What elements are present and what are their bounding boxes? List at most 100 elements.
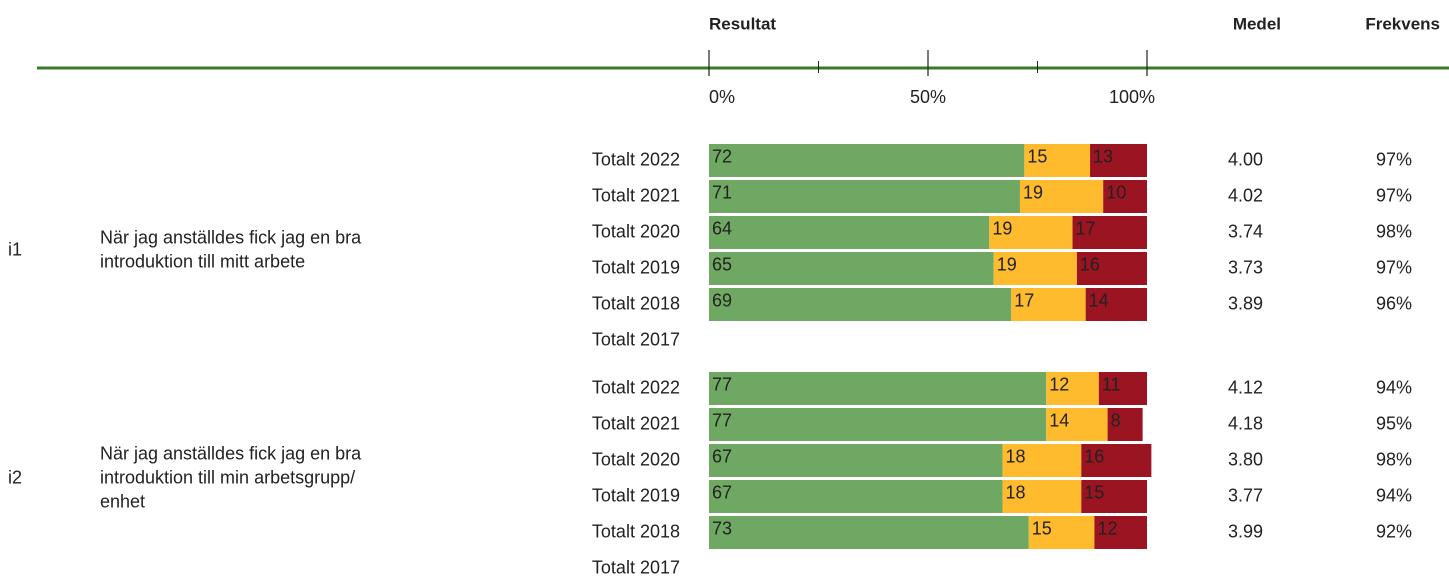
frequency-value: 98% xyxy=(1376,221,1412,241)
bar-segment xyxy=(1081,444,1152,477)
segment-label: 77 xyxy=(712,410,732,430)
bar-segment xyxy=(1094,516,1147,549)
segment-label: 19 xyxy=(992,218,1012,238)
x-tick-label: 50% xyxy=(910,87,946,107)
bar-segment xyxy=(989,216,1073,249)
segment-label: 19 xyxy=(997,254,1017,274)
frequency-value: 95% xyxy=(1376,413,1412,433)
row-label: Totalt 2017 xyxy=(592,557,680,577)
row-label: Totalt 2017 xyxy=(592,329,680,349)
question-text: introduktion till mitt arbete xyxy=(100,251,305,271)
segment-label: 17 xyxy=(1014,290,1034,310)
row-label: Totalt 2020 xyxy=(592,449,680,469)
bar-segment xyxy=(709,408,1047,441)
mean-header: Medel xyxy=(1233,14,1281,33)
segment-label: 18 xyxy=(1005,446,1025,466)
frequency-value: 97% xyxy=(1376,257,1412,277)
mean-value: 4.18 xyxy=(1228,413,1263,433)
bar-segment xyxy=(709,180,1020,213)
segment-label: 10 xyxy=(1106,182,1126,202)
bar-segment xyxy=(1072,216,1147,249)
bar-segment xyxy=(709,516,1029,549)
mean-value: 4.02 xyxy=(1228,185,1263,205)
mean-value: 4.00 xyxy=(1228,149,1263,169)
bar-segment xyxy=(709,252,994,285)
bar-segment xyxy=(1046,408,1108,441)
segment-label: 15 xyxy=(1032,518,1052,538)
bar-segment xyxy=(709,288,1012,321)
frequency-value: 94% xyxy=(1376,377,1412,397)
row-label: Totalt 2022 xyxy=(592,149,680,169)
bar-segment xyxy=(1028,516,1095,549)
bar-segment xyxy=(709,216,990,249)
segment-label: 16 xyxy=(1080,254,1100,274)
segment-label: 13 xyxy=(1093,146,1113,166)
question-text: När jag anställdes fick jag en bra xyxy=(100,227,362,247)
bar-segment xyxy=(1090,144,1147,177)
mean-value: 3.89 xyxy=(1228,293,1263,313)
row-label: Totalt 2019 xyxy=(592,485,680,505)
mean-value: 3.77 xyxy=(1228,485,1263,505)
bar-segment xyxy=(1011,288,1086,321)
segment-label: 65 xyxy=(712,254,732,274)
question-id: i1 xyxy=(8,239,22,259)
row-label: Totalt 2018 xyxy=(592,293,680,313)
segment-label: 69 xyxy=(712,290,732,310)
segment-label: 71 xyxy=(712,182,732,202)
result-header: Resultat xyxy=(709,14,776,33)
row-label: Totalt 2021 xyxy=(592,413,680,433)
segment-label: 67 xyxy=(712,446,732,466)
bar-segment xyxy=(709,480,1003,513)
bar-segment xyxy=(1081,480,1147,513)
x-tick-label: 0% xyxy=(709,87,735,107)
segment-label: 17 xyxy=(1076,218,1096,238)
bar-segment xyxy=(1085,288,1147,321)
segment-label: 15 xyxy=(1027,146,1047,166)
bar-segment xyxy=(709,144,1025,177)
frequency-value: 96% xyxy=(1376,293,1412,313)
x-tick-label: 100% xyxy=(1109,87,1155,107)
segment-label: 11 xyxy=(1102,374,1121,394)
bar-segment xyxy=(1098,372,1147,405)
question-text: enhet xyxy=(100,491,145,511)
bar-segment xyxy=(1019,180,1104,213)
row-label: Totalt 2018 xyxy=(592,521,680,541)
segment-label: 64 xyxy=(712,218,732,238)
frequency-header: Frekvens xyxy=(1365,14,1440,33)
bar-segment xyxy=(1002,480,1082,513)
row-label: Totalt 2019 xyxy=(592,257,680,277)
frequency-value: 97% xyxy=(1376,149,1412,169)
row-label: Totalt 2021 xyxy=(592,185,680,205)
segment-label: 67 xyxy=(712,482,732,502)
segment-label: 12 xyxy=(1097,518,1117,538)
mean-value: 3.99 xyxy=(1228,521,1263,541)
segment-label: 14 xyxy=(1049,410,1069,430)
bar-segment xyxy=(1046,372,1099,405)
segment-label: 16 xyxy=(1084,446,1104,466)
segment-label: 14 xyxy=(1089,290,1109,310)
frequency-value: 92% xyxy=(1376,521,1412,541)
segment-label: 18 xyxy=(1005,482,1025,502)
segment-label: 12 xyxy=(1049,374,1069,394)
bar-segment xyxy=(993,252,1077,285)
row-label: Totalt 2020 xyxy=(592,221,680,241)
mean-value: 3.73 xyxy=(1228,257,1263,277)
question-text: När jag anställdes fick jag en bra xyxy=(100,443,362,463)
bar-segment xyxy=(709,372,1047,405)
bar-segment xyxy=(1107,408,1143,441)
segment-label: 72 xyxy=(712,146,732,166)
mean-value: 4.12 xyxy=(1228,377,1263,397)
segment-label: 15 xyxy=(1084,482,1104,502)
frequency-value: 94% xyxy=(1376,485,1412,505)
bar-segment xyxy=(1024,144,1091,177)
mean-value: 3.74 xyxy=(1228,221,1263,241)
frequency-value: 97% xyxy=(1376,185,1412,205)
question-text: introduktion till min arbetsgrupp/ xyxy=(100,467,355,487)
frequency-value: 98% xyxy=(1376,449,1412,469)
mean-value: 3.80 xyxy=(1228,449,1263,469)
row-label: Totalt 2022 xyxy=(592,377,680,397)
bar-segment xyxy=(1076,252,1147,285)
bar-segment xyxy=(709,444,1003,477)
question-id: i2 xyxy=(8,467,22,487)
